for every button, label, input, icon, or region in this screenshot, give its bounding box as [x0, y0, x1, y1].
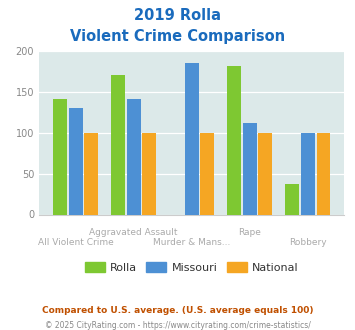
Bar — [243, 123, 257, 214]
Bar — [285, 184, 299, 214]
Text: All Violent Crime: All Violent Crime — [38, 238, 114, 247]
Bar — [69, 108, 83, 214]
Text: 2019 Rolla: 2019 Rolla — [134, 8, 221, 23]
Bar — [301, 133, 315, 214]
Bar — [111, 75, 125, 214]
Legend: Rolla, Missouri, National: Rolla, Missouri, National — [80, 258, 303, 278]
Bar — [258, 133, 272, 214]
Text: Robbery: Robbery — [289, 238, 327, 247]
Bar — [127, 99, 141, 214]
Bar — [201, 133, 214, 214]
Bar — [227, 66, 241, 214]
Text: Aggravated Assault: Aggravated Assault — [89, 228, 178, 237]
Bar — [185, 63, 199, 214]
Bar — [53, 99, 67, 214]
Text: Murder & Mans...: Murder & Mans... — [153, 238, 230, 247]
Text: © 2025 CityRating.com - https://www.cityrating.com/crime-statistics/: © 2025 CityRating.com - https://www.city… — [45, 321, 310, 330]
Bar — [84, 133, 98, 214]
Text: Violent Crime Comparison: Violent Crime Comparison — [70, 29, 285, 44]
Text: Compared to U.S. average. (U.S. average equals 100): Compared to U.S. average. (U.S. average … — [42, 306, 313, 315]
Bar — [317, 133, 331, 214]
Text: Rape: Rape — [238, 228, 261, 237]
Bar — [142, 133, 156, 214]
